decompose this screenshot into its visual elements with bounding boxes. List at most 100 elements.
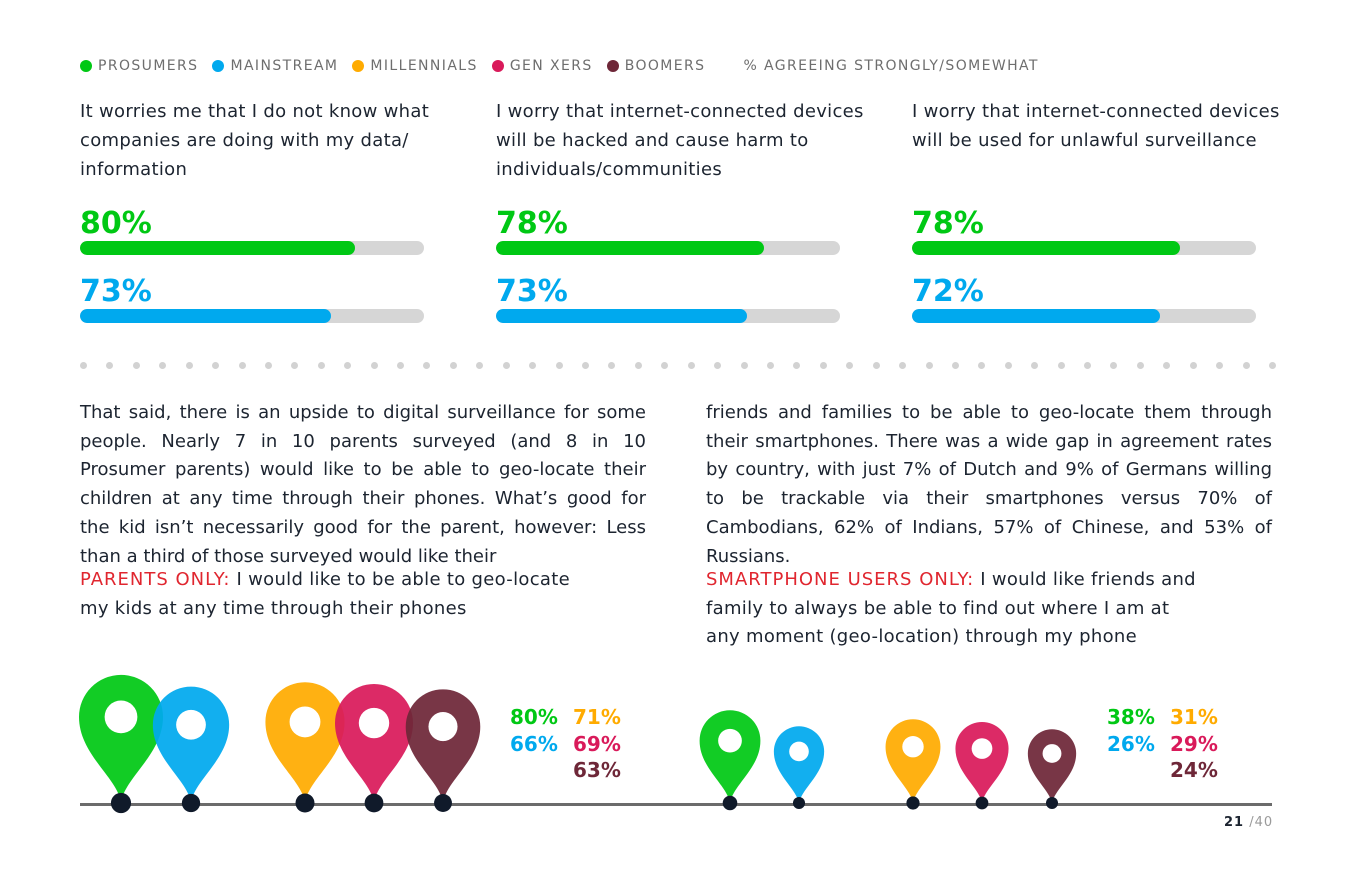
bar-track	[912, 309, 1256, 323]
divider-dot	[264, 362, 272, 369]
stat-pct-prosumers: 78%	[912, 206, 984, 241]
question-parents: PARENTS ONLY: I would like to be able to…	[80, 566, 580, 623]
bar-track	[912, 241, 1256, 255]
legend-item-genxers: GEN XERS	[491, 58, 593, 74]
divider-dot	[661, 362, 669, 369]
divider-dot	[951, 362, 959, 369]
pin-base-dot	[110, 792, 132, 814]
divider-dot	[529, 362, 537, 369]
bar-track	[80, 309, 424, 323]
body-paragraph-left: That said, there is an upside to digital…	[80, 402, 646, 567]
divider-dot	[423, 362, 431, 369]
divider-dot	[1189, 362, 1197, 369]
legend-item-mainstream: MAINSTREAM	[212, 58, 338, 74]
divider-dot	[1084, 362, 1092, 369]
question-text: I would like friends and family to alway…	[706, 569, 1196, 648]
map-pin-icon	[334, 684, 414, 803]
bar-track	[496, 241, 840, 255]
divider-dot	[317, 362, 325, 369]
value-millennials: 71%	[573, 705, 621, 729]
map-pin-icon	[265, 682, 345, 803]
divider-dot	[1057, 362, 1065, 369]
divider-dot	[159, 362, 167, 369]
map-pin-icon	[405, 689, 481, 803]
question-text: I would like to be able to geo-locate my…	[80, 569, 570, 619]
pin-hole	[902, 736, 924, 758]
pin-millennials	[885, 719, 941, 810]
divider-dot	[793, 362, 801, 369]
divider-dot	[978, 362, 986, 369]
pin-hole	[358, 707, 390, 739]
divider-dot	[634, 362, 642, 369]
pin-base-dot	[1046, 797, 1058, 809]
pin-base-dot	[181, 793, 201, 813]
map-pin-icon	[1027, 729, 1077, 803]
divider-dot	[185, 362, 193, 369]
value-genxers: 29%	[1170, 731, 1218, 756]
map-pin-icon	[79, 674, 163, 803]
divider-dot	[106, 362, 114, 369]
divider-dot	[476, 362, 484, 369]
divider-dot	[1110, 362, 1118, 369]
legend-label: BOOMERS	[624, 58, 706, 74]
divider-dot	[238, 362, 246, 369]
divider-dot	[370, 362, 378, 369]
pin-genxers	[955, 722, 1009, 810]
value-genxers: 69%	[573, 731, 621, 756]
pin-hole	[971, 738, 993, 759]
bar-prosumers	[496, 241, 765, 255]
stat-column-surveillance-worry: I worry that internet-connected devices …	[912, 97, 1282, 323]
map-pin-icon	[885, 719, 941, 803]
divider-dot	[1242, 362, 1250, 369]
pin-millennials	[265, 682, 345, 813]
value-prosumers: 38%	[1107, 705, 1155, 729]
stat-pct-prosumers: 80%	[80, 206, 152, 241]
pin-base-dot	[434, 794, 452, 812]
divider-dot	[1004, 362, 1012, 369]
pin-mainstream	[152, 686, 230, 813]
stat-pct-prosumers: 78%	[496, 206, 568, 241]
pin-boomers	[405, 689, 481, 812]
stat-question: I worry that internet-connected devices …	[496, 101, 864, 180]
legend-item-prosumers: PROSUMERS	[80, 58, 198, 74]
legend-label: MILLENNIALS	[370, 58, 478, 74]
bar-mainstream	[912, 309, 1160, 323]
stat-pct-mainstream: 72%	[912, 274, 984, 309]
question-tag: PARENTS ONLY:	[80, 569, 231, 590]
value-millennials: 31%	[1170, 705, 1218, 729]
divider-dot	[819, 362, 827, 369]
divider-dot	[212, 362, 220, 369]
legend-item-millennials: MILLENNIALS	[352, 58, 477, 74]
pin-hole	[718, 728, 742, 753]
dotted-divider	[80, 362, 1276, 369]
legend-dot-icon	[80, 60, 92, 72]
pin-base-dot	[906, 796, 920, 810]
pin-base-dot	[792, 796, 806, 810]
stat-column-hacking-worry: I worry that internet-connected devices …	[496, 97, 866, 323]
value-mainstream: 66%	[510, 731, 558, 756]
value-prosumers: 80%	[510, 705, 558, 729]
pin-hole	[104, 700, 138, 734]
divider-dot	[608, 362, 616, 369]
question-smartphone: SMARTPHONE USERS ONLY: I would like frie…	[706, 566, 1206, 652]
divider-dot	[925, 362, 933, 369]
divider-dot	[1268, 362, 1276, 369]
legend-label: PROSUMERS	[98, 58, 199, 74]
map-pin-icon	[773, 726, 825, 803]
divider-dot	[714, 362, 722, 369]
pin-mainstream	[773, 726, 825, 810]
divider-dot	[740, 362, 748, 369]
divider-dot	[1216, 362, 1224, 369]
value-boomers: 24%	[1170, 758, 1218, 782]
divider-dot	[846, 362, 854, 369]
divider-dot	[1163, 362, 1171, 369]
map-pin-icon	[699, 710, 761, 803]
pin-base-dot	[722, 795, 738, 811]
legend-label: MAINSTREAM	[230, 58, 339, 74]
divider-dot	[555, 362, 563, 369]
divider-dot	[872, 362, 880, 369]
pin-base-dot	[364, 793, 384, 813]
divider-dot	[766, 362, 774, 369]
divider-dot	[344, 362, 352, 369]
divider-dot	[397, 362, 405, 369]
